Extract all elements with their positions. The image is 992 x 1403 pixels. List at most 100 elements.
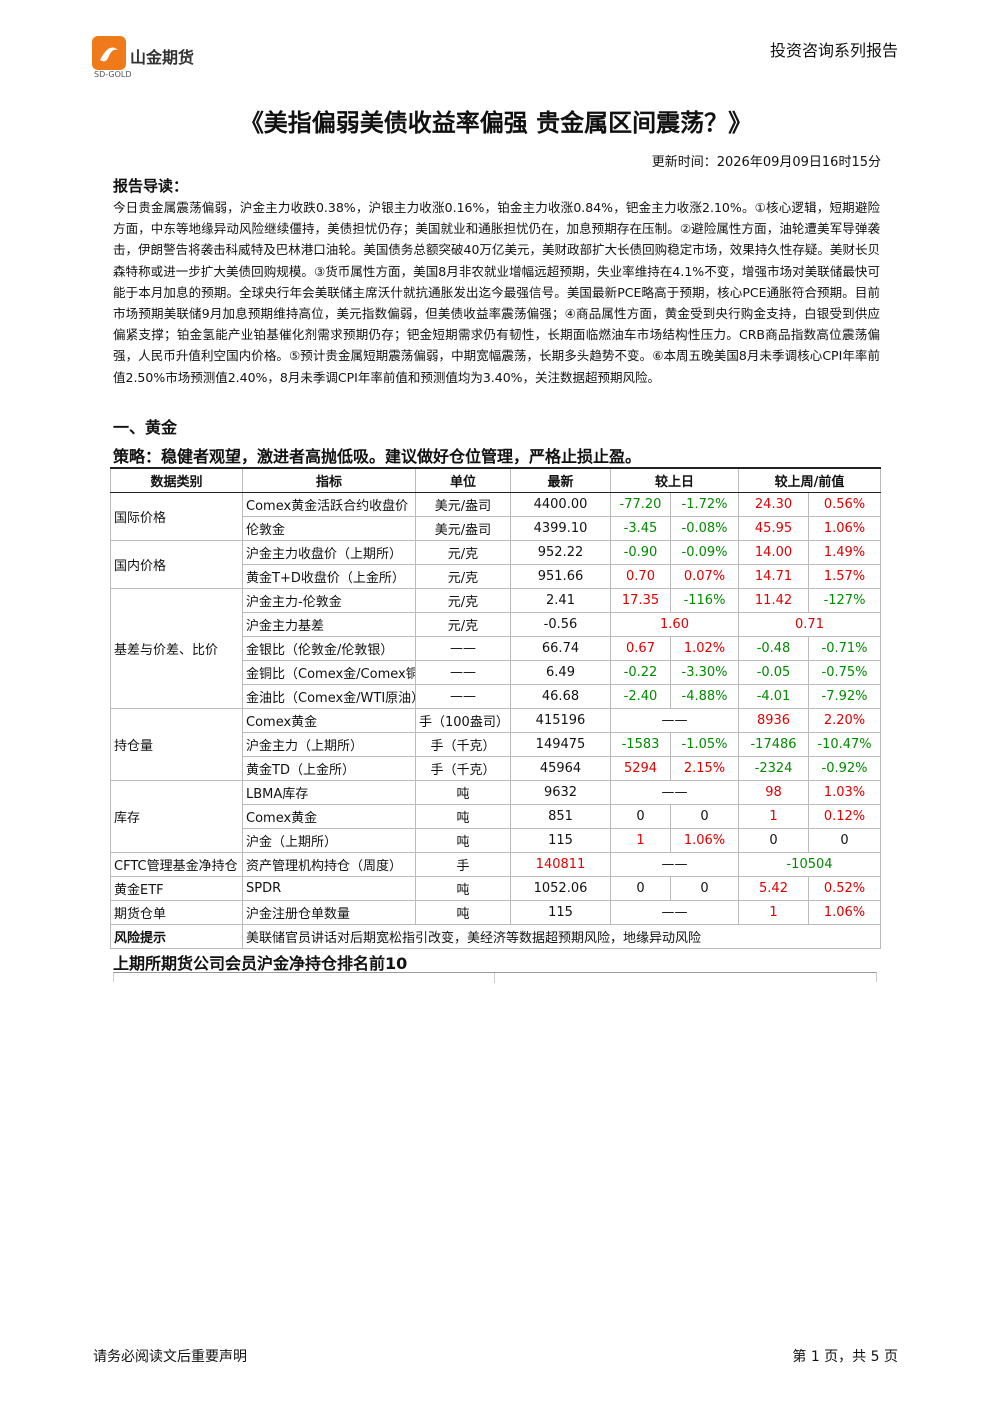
data-cell: 2.15%	[669, 755, 740, 781]
header-cell: 数据类别	[110, 467, 243, 493]
data-cell: -0.48	[738, 635, 810, 661]
data-cell: 1	[738, 803, 810, 829]
data-cell: 4399.10	[510, 515, 611, 541]
data-cell: 吨	[415, 803, 511, 829]
table-row: Comex黄金吨 851 0 0 1 0.12%	[111, 803, 882, 829]
data-cell: 手（100盎司）	[415, 707, 511, 733]
data-cell: 金银比（伦敦金/伦敦银）	[242, 635, 416, 661]
data-cell: 115	[510, 899, 611, 925]
data-cell: 9632	[510, 779, 611, 805]
footer-right: 第 1 页，共 5 页	[792, 1349, 898, 1365]
category-cell: 国内价格	[110, 539, 243, 589]
risk-text: 美联储官员讲话对后期宽松指引改变，美经济等数据超预期风险，地缘异动风险	[241, 923, 882, 949]
table-row: 金铜比（Comex金/Comex铜） —— 6.49 -0.22 -3.30% -0.05…	[111, 659, 882, 685]
data-cell: 0	[610, 803, 671, 829]
data-cell: 46.68	[510, 683, 611, 709]
data-cell: 4400.00	[510, 491, 611, 517]
next-table-stub	[113, 972, 877, 983]
data-cell: 沪金（上期所）	[242, 827, 416, 853]
category-cell: 持仓量	[110, 707, 243, 781]
data-cell: ——	[415, 683, 511, 709]
data-cell: 金铜比（Comex金/Comex铜）	[242, 659, 416, 685]
data-cell: 14.00	[738, 539, 810, 565]
data-cell: 吨	[415, 875, 511, 901]
data-cell: 115	[510, 827, 611, 853]
data-cell: 金油比（Comex金/WTI原油）	[242, 683, 416, 709]
table-row: 沪金（上期所）吨 115 1 1.06% 0 0	[111, 827, 882, 853]
data-cell: 沪金主力-伦敦金	[242, 587, 416, 613]
data-cell: SPDR	[242, 875, 416, 901]
logo-sub: SD-GOLD	[94, 70, 132, 79]
data-cell: -3.30%	[669, 659, 740, 685]
data-cell: 0	[808, 827, 882, 853]
data-cell: 手（千克）	[415, 755, 511, 781]
data-cell: ——	[609, 707, 740, 733]
data-cell: -0.75%	[808, 659, 882, 685]
header-cell: 较上日	[609, 467, 740, 493]
data-cell: -1.72%	[669, 491, 740, 517]
data-cell: 14.71	[738, 563, 810, 589]
data-cell: -10504	[738, 851, 882, 877]
intro-heading: 报告导读：	[113, 177, 189, 195]
data-cell: 66.74	[510, 635, 611, 661]
category-cell: CFTC管理基金净持仓	[110, 851, 243, 877]
data-cell: ——	[609, 851, 740, 877]
data-cell: ——	[415, 659, 511, 685]
data-cell: 415196	[510, 707, 611, 733]
data-cell: 0.07%	[669, 563, 740, 589]
title: 《美指偏弱美债收益率偏强 贵金属区间震荡？》	[239, 109, 753, 137]
data-cell: 沪金注册仓单数量	[242, 899, 416, 925]
category-cell: 库存	[110, 779, 243, 853]
data-cell: 5.42	[738, 875, 810, 901]
data-cell: 0.71	[738, 611, 882, 637]
table-row: 伦敦金 美元/盎司 4399.10 -3.45 -0.08% 45.95 1.06%	[111, 515, 882, 541]
data-cell: 1.02%	[669, 635, 740, 661]
header-cell: 最新	[510, 467, 611, 493]
data-cell: 149475	[510, 731, 611, 757]
series: 投资咨询系列报告	[769, 41, 898, 60]
data-cell: -0.22	[610, 659, 671, 685]
data-cell: 资产管理机构持仓（周度）	[242, 851, 416, 877]
category-cell: 国际价格	[110, 491, 243, 541]
data-cell: 沪金主力基差	[242, 611, 416, 637]
data-cell: -3.45	[610, 515, 671, 541]
data-cell: 0.12%	[808, 803, 882, 829]
data-cell: -17486	[738, 731, 810, 757]
data-cell: 元/克	[415, 539, 511, 565]
data-cell: 2.20%	[808, 707, 882, 733]
data-cell: 0	[610, 875, 671, 901]
data-cell: -0.71%	[808, 635, 882, 661]
table-row: 持仓量 Comex黄金 手（100盎司） 415196 —— 8936 2.20%	[110, 707, 882, 781]
data-cell: 851	[510, 803, 611, 829]
data-cell: -0.05	[738, 659, 810, 685]
data-cell: 1	[738, 899, 810, 925]
table-row: 库存 LBMA库存吨 9632 —— 98 1.03%	[110, 779, 882, 853]
table-row: 国际价格 Comex黄金活跃合约收盘价 美元/盎司 4400.00 -77.20 -1.7…	[110, 491, 882, 541]
data-cell: 11.42	[738, 587, 810, 613]
data-cell: 吨	[415, 827, 511, 853]
data-cell: -1583	[610, 731, 671, 757]
strategy: 策略：稳健者观望，激进者高抛低吸。建议做好仓位管理，严格止损止盈。	[113, 447, 642, 466]
header-cell: 单位	[415, 467, 511, 493]
table-row: 期货仓单 沪金注册仓单数量吨 115 —— 1 1.06%	[110, 899, 882, 925]
data-cell: 0	[669, 875, 740, 901]
data-table: 数据类别 指标 单位 最新 较上日 较上周/前值 国际价格 Comex黄金活跃合约收盘价 美元/…	[110, 467, 882, 949]
data-cell: -0.08%	[669, 515, 740, 541]
data-cell: 手	[415, 851, 511, 877]
data-cell: Comex黄金	[242, 707, 416, 733]
data-cell: 45.95	[738, 515, 810, 541]
data-cell: -1.05%	[669, 731, 740, 757]
data-cell: 1.57%	[808, 563, 882, 589]
table-row: 沪金主力基差 元/克 -0.56 1.60 0.71	[111, 611, 882, 637]
data-cell: 美元/盎司	[415, 515, 511, 541]
data-cell: 1.06%	[808, 899, 882, 925]
table-row: CFTC管理基金净持仓 资产管理机构持仓（周度）手 140811 —— -10504	[110, 851, 882, 877]
data-cell: 黄金TD（上金所）	[242, 755, 416, 781]
data-cell: 黄金T+D收盘价（上金所）	[242, 563, 416, 589]
data-cell: 0	[669, 803, 740, 829]
data-cell: 伦敦金	[242, 515, 416, 541]
data-cell: 24.30	[738, 491, 810, 517]
data-cell: 98	[738, 779, 810, 805]
data-cell: 1052.06	[510, 875, 611, 901]
logo-text: 山金期货	[130, 48, 195, 67]
